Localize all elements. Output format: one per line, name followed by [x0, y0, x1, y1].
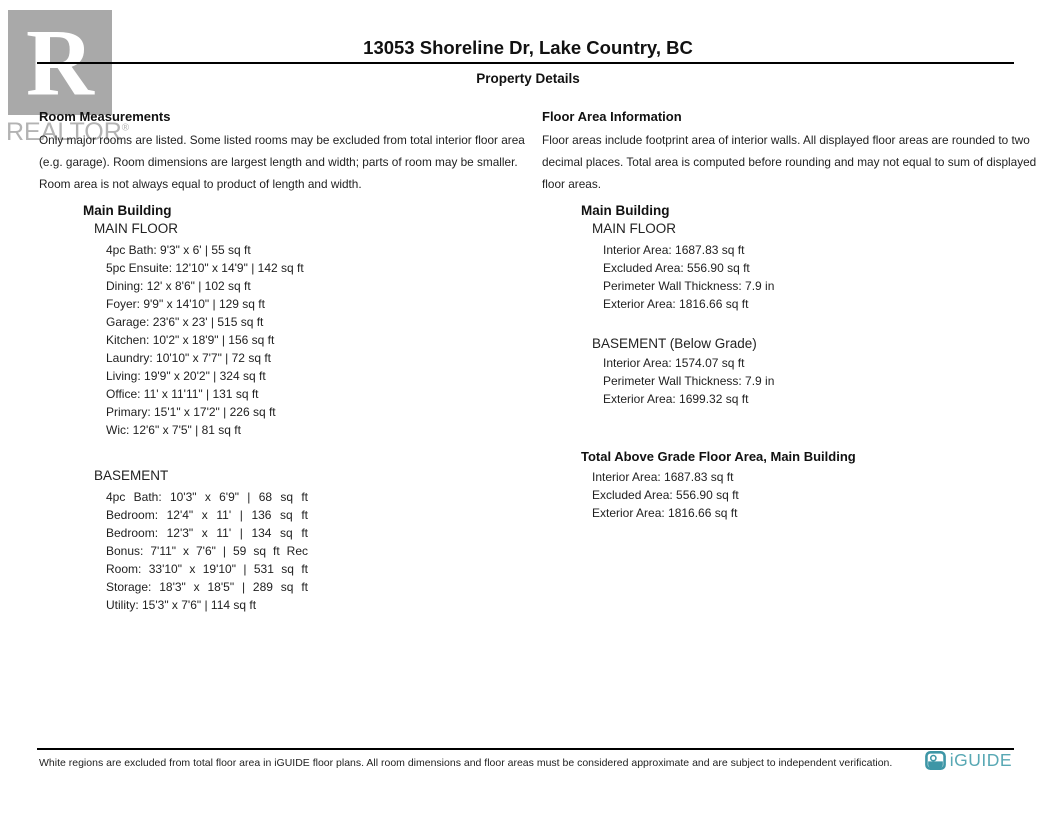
iguide-brand-text: iGUIDE [949, 749, 1012, 770]
room-line: Garage: 23'6" x 23' | 515 sq ft [106, 315, 264, 329]
room-line: Primary: 15'1" x 17'2" | 226 sq ft [106, 405, 276, 419]
room-line: Laundry: 10'10" x 7'7" | 72 sq ft [106, 351, 271, 365]
room-line: Kitchen: 10'2" x 18'9" | 156 sq ft [106, 333, 275, 347]
floor-area-information-intro: Floor Area Information Floor areas inclu… [542, 109, 1042, 195]
right-building-title: Main Building [581, 203, 670, 218]
main-floor-room-list: 4pc Bath: 9'3" x 6' | 55 sq ft 5pc Ensuit… [106, 241, 304, 439]
area-line: Exterior Area: 1816.66 sq ft [603, 297, 749, 311]
iguide-logo: iGUIDE [924, 749, 1012, 770]
room-line: Bonus: 7'11" x 7'6" | 59 sq ft Rec [106, 544, 308, 558]
room-line: Utility: 15'3" x 7'6" | 114 sq ft [106, 598, 257, 612]
floor-area-information-description: Floor areas include footprint area of in… [542, 133, 1037, 191]
room-line: Bedroom: 12'4" x 11' | 136 sq ft [106, 508, 308, 522]
registered-mark: ® [121, 122, 130, 134]
basement-area-list: Interior Area: 1574.07 sq ft Perimeter Wa… [603, 354, 774, 408]
room-line: Wic: 12'6" x 7'5" | 81 sq ft [106, 423, 241, 437]
floor-area-information-heading: Floor Area Information [542, 109, 682, 124]
room-line: 4pc Bath: 9'3" x 6' | 55 sq ft [106, 243, 251, 257]
main-floor-area-list: Interior Area: 1687.83 sq ft Excluded Are… [603, 241, 774, 313]
left-building-title: Main Building [83, 203, 172, 218]
room-line: Office: 11' x 11'11" | 131 sq ft [106, 387, 259, 401]
total-area-list: Interior Area: 1687.83 sq ft Excluded Are… [592, 468, 739, 522]
area-line: Perimeter Wall Thickness: 7.9 in [603, 279, 775, 293]
room-line: Bedroom: 12'3" x 11' | 134 sq ft [106, 526, 308, 540]
room-line: Living: 19'9" x 20'2" | 324 sq ft [106, 369, 266, 383]
area-line: Excluded Area: 556.90 sq ft [603, 261, 750, 275]
footer-disclaimer: White regions are excluded from total fl… [39, 757, 893, 769]
area-line: Exterior Area: 1816.66 sq ft [592, 506, 738, 520]
iguide-camera-icon [924, 751, 946, 770]
total-above-grade-heading: Total Above Grade Floor Area, Main Build… [581, 449, 856, 464]
area-line: Interior Area: 1687.83 sq ft [592, 470, 734, 484]
room-measurements-description: Only major rooms are listed. Some listed… [39, 133, 525, 191]
realtor-logo-wordmark: REALTOR® [6, 118, 129, 147]
page-title: 13053 Shoreline Dr, Lake Country, BC [363, 37, 693, 58]
room-line: Room: 33'10" x 19'10" | 531 sq ft [106, 562, 308, 576]
area-line: Perimeter Wall Thickness: 7.9 in [603, 374, 775, 388]
room-line: 4pc Bath: 10'3" x 6'9" | 68 sq ft [106, 490, 308, 504]
page-subtitle: Property Details [476, 71, 580, 86]
room-line: Storage: 18'3" x 18'5" | 289 sq ft [106, 580, 308, 594]
room-line: Foyer: 9'9" x 14'10" | 129 sq ft [106, 297, 265, 311]
right-main-floor-title: MAIN FLOOR [592, 221, 677, 236]
left-basement-title: BASEMENT [94, 468, 169, 483]
area-line: Excluded Area: 556.90 sq ft [592, 488, 739, 502]
area-line: Interior Area: 1687.83 sq ft [603, 243, 745, 257]
room-line: Dining: 12' x 8'6" | 102 sq ft [106, 279, 251, 293]
area-line: Interior Area: 1574.07 sq ft [603, 356, 745, 370]
realtor-label: REALTOR [6, 118, 122, 146]
left-main-floor-title: MAIN FLOOR [94, 221, 179, 236]
header-divider [37, 62, 1014, 64]
room-measurements-heading: Room Measurements [39, 109, 171, 124]
footer-divider [37, 748, 1014, 750]
right-basement-title: BASEMENT (Below Grade) [592, 336, 757, 351]
room-line: 5pc Ensuite: 12'10" x 14'9" | 142 sq ft [106, 261, 304, 275]
basement-room-list: 4pc Bath: 10'3" x 6'9" | 68 sq ft Bedroom… [106, 488, 308, 614]
room-measurements-intro: Room Measurements Only major rooms are l… [39, 109, 539, 195]
area-line: Exterior Area: 1699.32 sq ft [603, 392, 749, 406]
